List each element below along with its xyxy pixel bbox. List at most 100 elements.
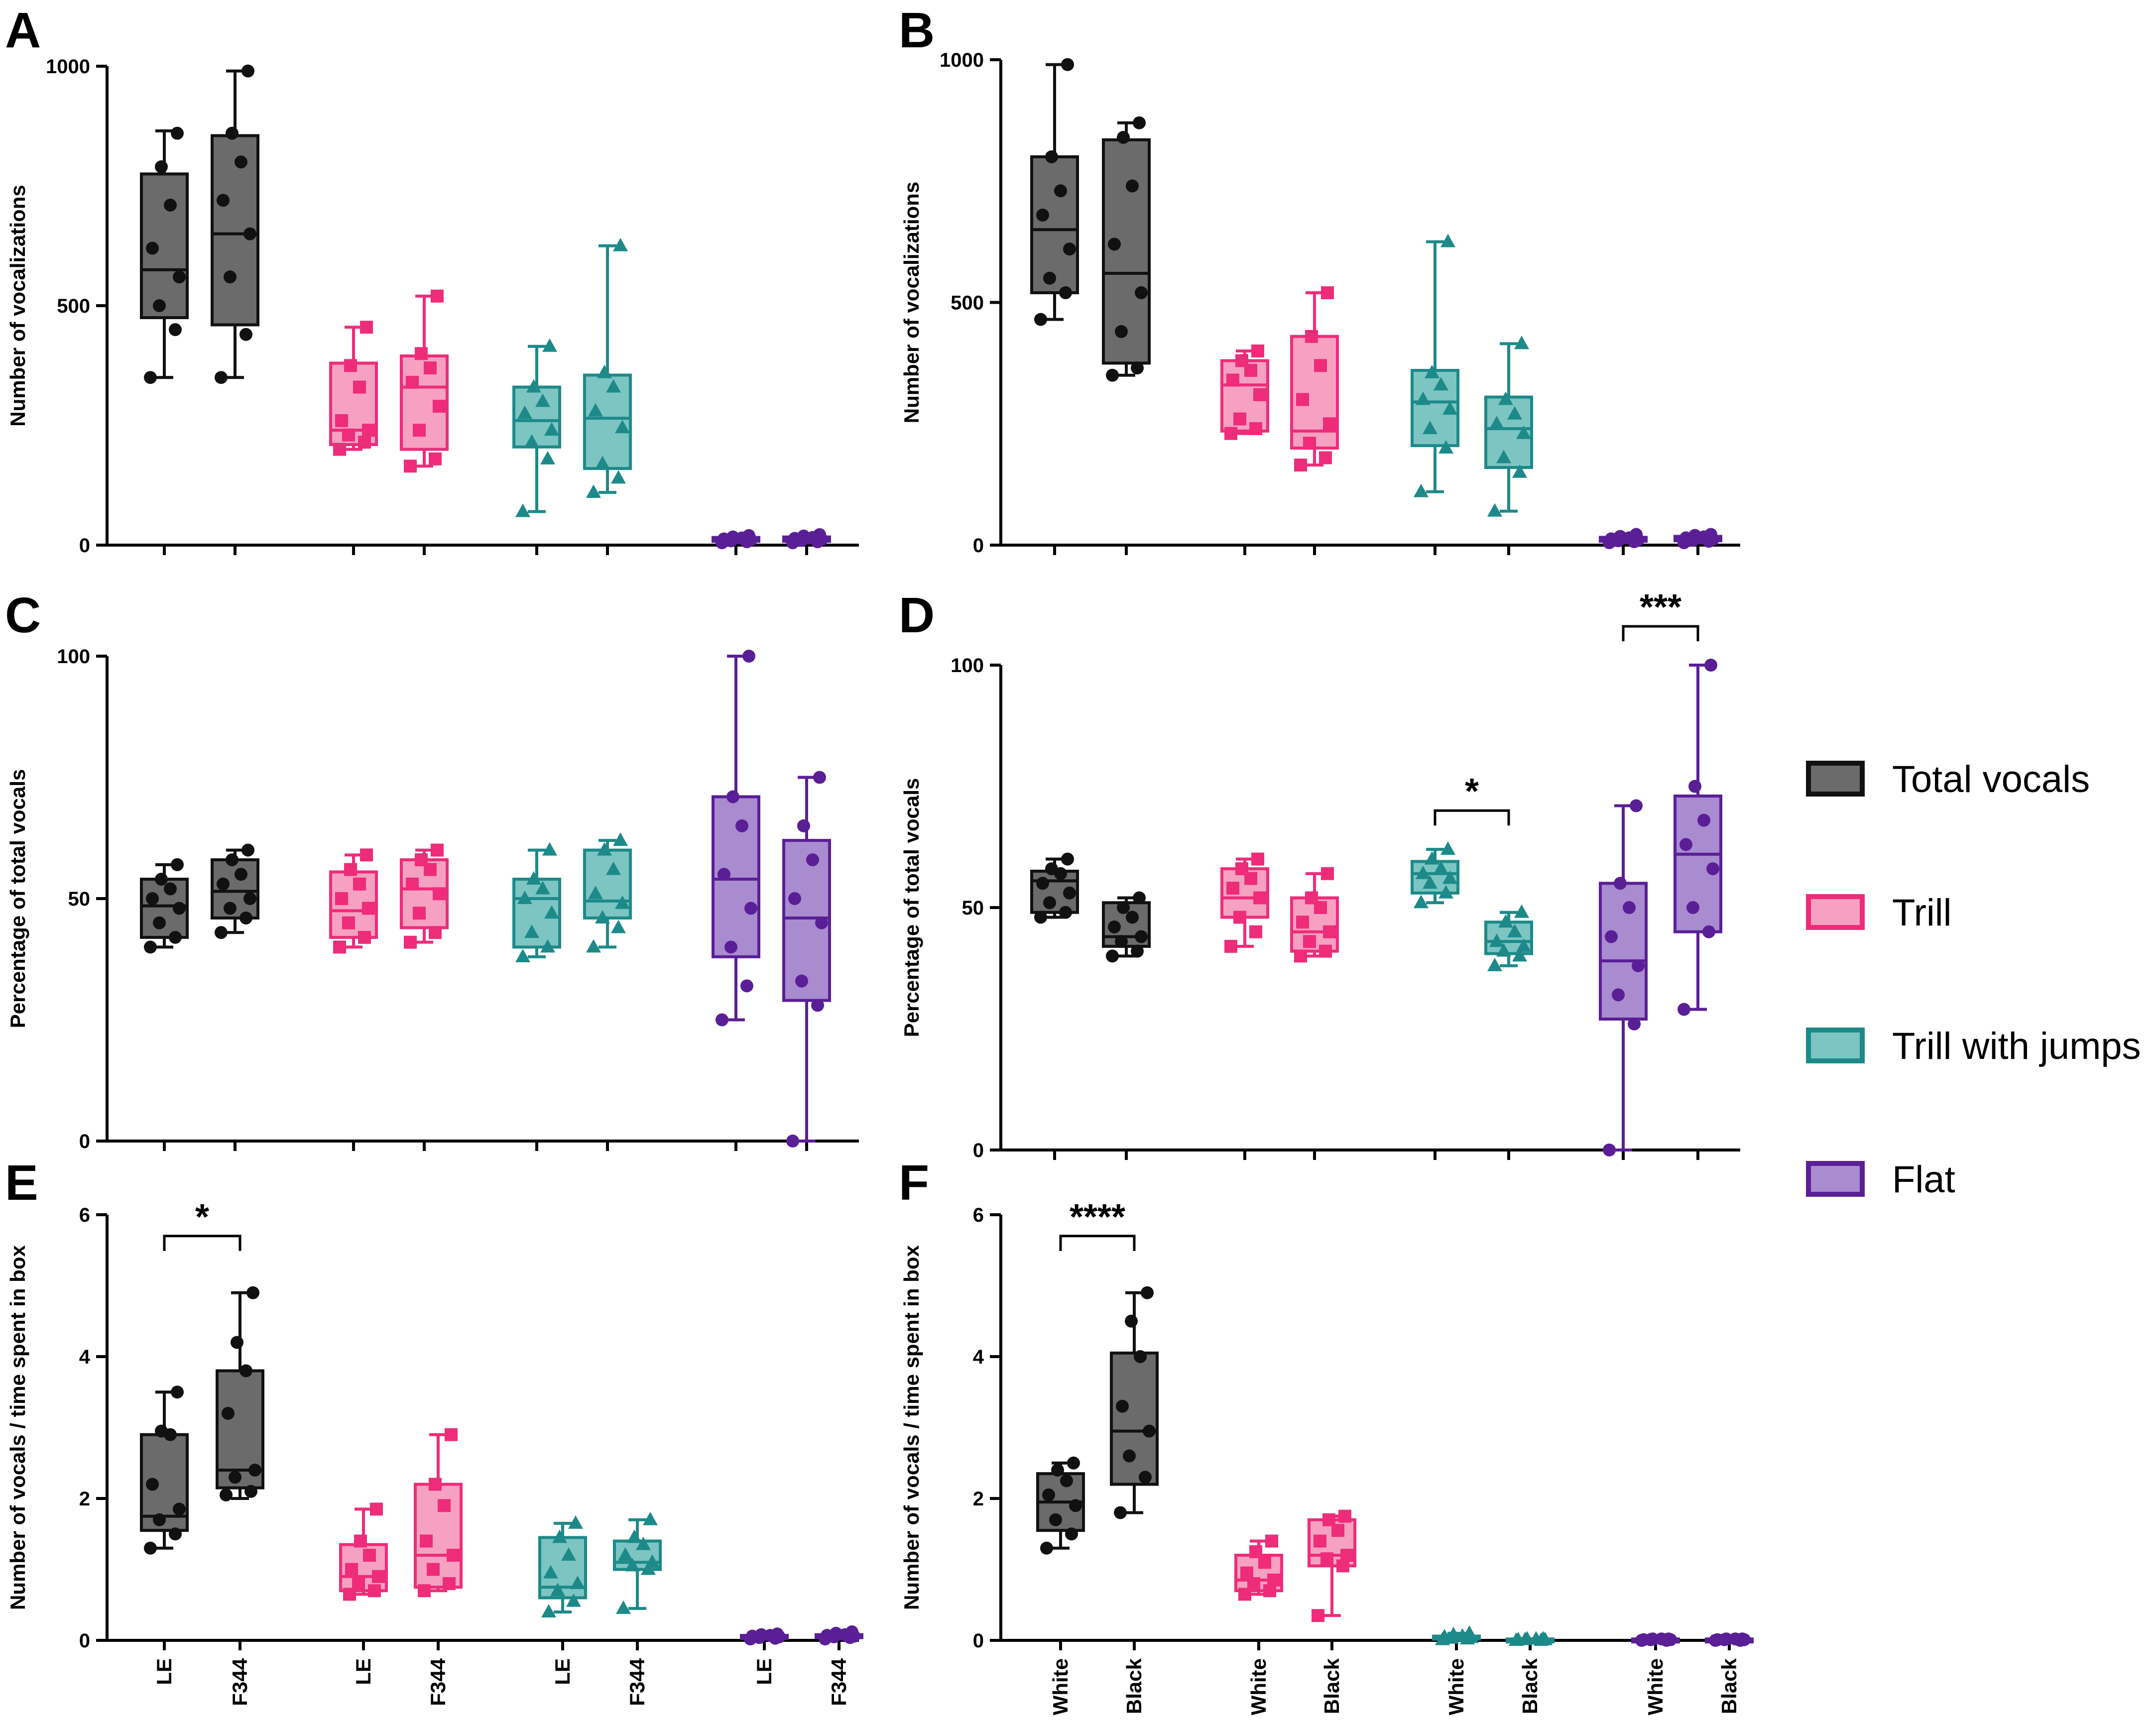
legend-swatch bbox=[1806, 1028, 1865, 1063]
box-total bbox=[140, 1385, 189, 1555]
data-point bbox=[1489, 933, 1504, 947]
data-point bbox=[241, 64, 254, 78]
box-body bbox=[1110, 1351, 1159, 1486]
box-trill bbox=[1234, 1534, 1283, 1601]
data-point bbox=[1677, 1003, 1690, 1016]
box-total bbox=[1110, 1286, 1159, 1519]
data-point bbox=[360, 321, 373, 334]
box-flat bbox=[712, 650, 760, 1027]
data-point bbox=[447, 1549, 460, 1562]
data-point bbox=[1296, 916, 1309, 929]
box-flat bbox=[1705, 1632, 1754, 1647]
data-point bbox=[144, 1541, 157, 1555]
data-point bbox=[1312, 1609, 1324, 1622]
data-point bbox=[1662, 1632, 1675, 1646]
data-point bbox=[806, 853, 819, 867]
data-point bbox=[1126, 179, 1139, 193]
data-point bbox=[333, 443, 346, 456]
data-point bbox=[1131, 944, 1144, 958]
data-point bbox=[1319, 944, 1332, 958]
data-point bbox=[215, 926, 228, 939]
box-trill bbox=[329, 848, 378, 954]
data-point bbox=[1614, 530, 1627, 543]
data-point bbox=[1462, 1625, 1477, 1639]
data-point bbox=[1612, 988, 1625, 1002]
data-point bbox=[173, 902, 186, 915]
box-flat bbox=[712, 529, 760, 550]
data-point bbox=[1303, 437, 1316, 450]
data-point bbox=[144, 940, 157, 954]
data-point bbox=[1512, 948, 1527, 962]
data-point bbox=[171, 858, 184, 871]
data-point bbox=[155, 1424, 168, 1438]
box-trill bbox=[400, 289, 449, 473]
box-jumps bbox=[512, 338, 561, 517]
data-point bbox=[220, 1488, 233, 1501]
y-tick-label: 0 bbox=[973, 1140, 984, 1161]
legend-swatch bbox=[1806, 761, 1865, 797]
data-point bbox=[597, 842, 612, 856]
data-point bbox=[1423, 421, 1437, 434]
data-point bbox=[1224, 939, 1237, 953]
data-point bbox=[1296, 393, 1309, 406]
data-point bbox=[566, 1593, 581, 1607]
x-category-label: LE bbox=[752, 1658, 776, 1685]
data-point bbox=[1514, 336, 1529, 349]
data-point bbox=[240, 1364, 252, 1378]
data-point bbox=[344, 359, 357, 372]
data-point bbox=[1646, 1632, 1659, 1646]
data-point bbox=[224, 902, 237, 915]
box-total bbox=[1102, 116, 1151, 382]
data-point bbox=[535, 393, 550, 407]
data-point bbox=[1135, 930, 1148, 943]
data-point bbox=[1704, 659, 1717, 672]
data-point bbox=[1224, 427, 1237, 440]
data-point bbox=[418, 1584, 431, 1598]
data-point bbox=[726, 790, 739, 804]
data-point bbox=[431, 289, 444, 303]
box-flat bbox=[1674, 659, 1722, 1016]
box-total bbox=[140, 858, 189, 954]
panel-f: F 0 2 4 6 Number of vocals / time spent in bo… bbox=[899, 1155, 1754, 1715]
data-point bbox=[360, 848, 373, 862]
data-point bbox=[354, 1534, 367, 1548]
x-category-label: Black bbox=[1518, 1658, 1542, 1714]
data-point bbox=[1036, 209, 1049, 222]
panel-label: F bbox=[899, 1155, 929, 1211]
data-point bbox=[1516, 938, 1531, 952]
data-point bbox=[570, 1576, 585, 1589]
data-point bbox=[1414, 483, 1429, 497]
data-point bbox=[1265, 1534, 1278, 1548]
data-point bbox=[1440, 233, 1455, 247]
data-point bbox=[1251, 852, 1264, 866]
data-point bbox=[404, 935, 417, 949]
data-point bbox=[1438, 885, 1453, 899]
data-point bbox=[1442, 870, 1457, 884]
data-point bbox=[231, 1336, 243, 1349]
legend-label: Trill with jumps bbox=[1892, 1025, 2141, 1067]
panel-b: B 0 500 1000 Number of vocalizations bbox=[899, 2, 1740, 557]
box-jumps bbox=[613, 1511, 662, 1614]
data-point bbox=[342, 428, 355, 442]
data-point bbox=[1126, 911, 1139, 924]
box-total bbox=[1030, 852, 1079, 924]
data-point bbox=[362, 902, 375, 915]
data-point bbox=[1630, 799, 1643, 812]
data-point bbox=[224, 270, 237, 284]
data-point bbox=[588, 886, 603, 900]
data-point bbox=[1034, 313, 1047, 326]
y-tick-label: 0 bbox=[973, 1630, 984, 1652]
y-tick-label: 500 bbox=[57, 295, 90, 317]
data-point bbox=[606, 861, 621, 875]
x-category-label: Black bbox=[1320, 1658, 1343, 1714]
y-tick-label: 1000 bbox=[940, 49, 984, 71]
data-point bbox=[636, 1536, 651, 1550]
significance-bracket: * bbox=[1434, 772, 1510, 826]
data-point bbox=[742, 650, 755, 663]
data-point bbox=[615, 895, 630, 909]
data-point bbox=[1131, 361, 1144, 375]
data-point bbox=[1614, 877, 1627, 890]
data-point bbox=[248, 1464, 261, 1477]
data-point bbox=[524, 434, 539, 448]
data-point bbox=[515, 948, 530, 962]
